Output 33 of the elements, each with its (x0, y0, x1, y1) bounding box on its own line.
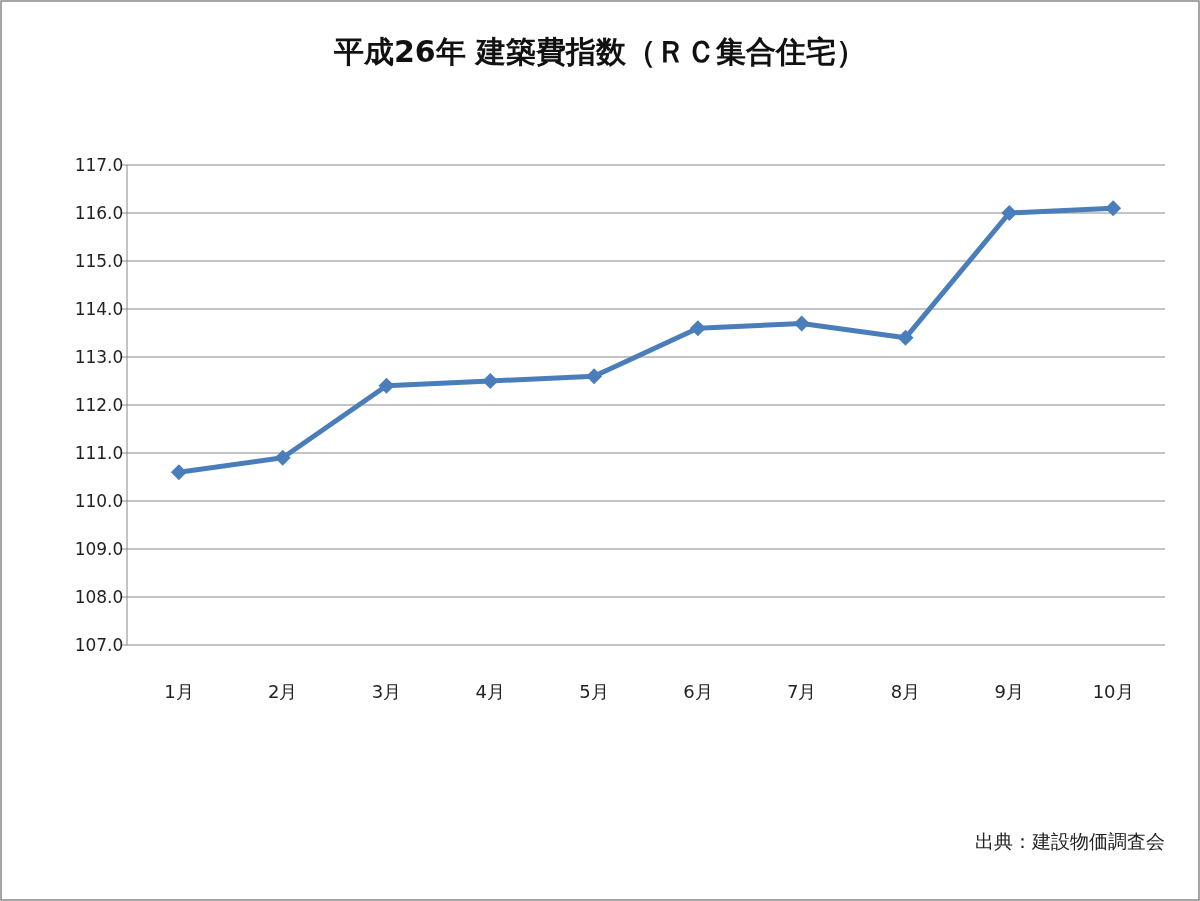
x-tick-label: 10月 (1092, 681, 1134, 702)
y-tick-label: 117.0 (74, 155, 124, 175)
y-tick-label: 109.0 (74, 539, 124, 559)
y-tick-label: 111.0 (74, 443, 124, 463)
x-tick-label: 5月 (579, 681, 609, 702)
point (1105, 200, 1122, 217)
point (897, 329, 914, 346)
y-tick-label: 108.0 (74, 587, 124, 607)
y-tick-label: 107.0 (74, 635, 124, 655)
point (689, 320, 706, 337)
x-tick-label: 1月 (164, 681, 194, 702)
y-tick-label: 113.0 (74, 347, 124, 367)
x-tick-label: 9月 (994, 681, 1025, 702)
point (1001, 205, 1018, 221)
x-tick-label: 7月 (786, 681, 817, 702)
x-tick-label: 2月 (267, 681, 298, 702)
x-tick-label: 6月 (683, 681, 713, 702)
chart-title: 平成26年 建築費指数（ＲＣ集合住宅） (332, 34, 867, 69)
point (793, 315, 810, 332)
x-tick-label: 4月 (475, 681, 506, 702)
y-tick-label: 116.0 (74, 203, 124, 223)
y-tick-label: 114.0 (74, 299, 124, 319)
point (586, 368, 603, 385)
y-tick-label: 112.0 (74, 395, 124, 415)
source-note: 出典：建設物価調査会 (975, 830, 1165, 852)
point (170, 464, 187, 481)
y-tick-label: 110.0 (74, 491, 124, 511)
point (274, 449, 291, 466)
x-tick-label: 8月 (890, 681, 921, 702)
x-tick-label: 3月 (371, 681, 402, 702)
point (378, 377, 395, 394)
point (482, 373, 499, 389)
y-tick-label: 115.0 (74, 251, 124, 271)
